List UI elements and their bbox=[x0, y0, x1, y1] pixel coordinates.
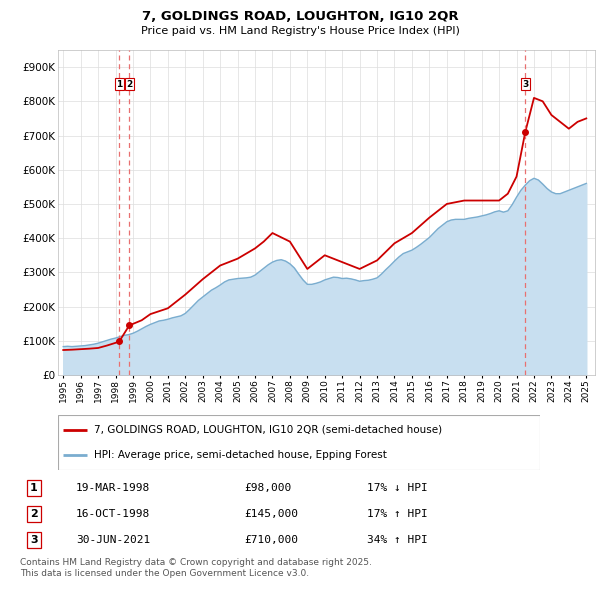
Text: 30-JUN-2021: 30-JUN-2021 bbox=[76, 535, 150, 545]
Text: 1: 1 bbox=[30, 483, 38, 493]
Text: 3: 3 bbox=[522, 80, 529, 88]
Text: £145,000: £145,000 bbox=[244, 509, 298, 519]
Text: £710,000: £710,000 bbox=[244, 535, 298, 545]
Text: This data is licensed under the Open Government Licence v3.0.: This data is licensed under the Open Gov… bbox=[20, 569, 309, 578]
Text: 17% ↓ HPI: 17% ↓ HPI bbox=[367, 483, 428, 493]
Text: 7, GOLDINGS ROAD, LOUGHTON, IG10 2QR (semi-detached house): 7, GOLDINGS ROAD, LOUGHTON, IG10 2QR (se… bbox=[94, 425, 442, 435]
Text: 17% ↑ HPI: 17% ↑ HPI bbox=[367, 509, 428, 519]
Text: Price paid vs. HM Land Registry's House Price Index (HPI): Price paid vs. HM Land Registry's House … bbox=[140, 26, 460, 36]
Text: 2: 2 bbox=[126, 80, 133, 88]
Text: 2: 2 bbox=[30, 509, 38, 519]
Text: 16-OCT-1998: 16-OCT-1998 bbox=[76, 509, 150, 519]
Text: £98,000: £98,000 bbox=[244, 483, 291, 493]
Text: Contains HM Land Registry data © Crown copyright and database right 2025.: Contains HM Land Registry data © Crown c… bbox=[20, 558, 372, 567]
Text: 7, GOLDINGS ROAD, LOUGHTON, IG10 2QR: 7, GOLDINGS ROAD, LOUGHTON, IG10 2QR bbox=[142, 10, 458, 23]
Text: 3: 3 bbox=[30, 535, 38, 545]
Text: 1: 1 bbox=[116, 80, 122, 88]
Text: 34% ↑ HPI: 34% ↑ HPI bbox=[367, 535, 428, 545]
Text: HPI: Average price, semi-detached house, Epping Forest: HPI: Average price, semi-detached house,… bbox=[94, 450, 387, 460]
Text: 19-MAR-1998: 19-MAR-1998 bbox=[76, 483, 150, 493]
